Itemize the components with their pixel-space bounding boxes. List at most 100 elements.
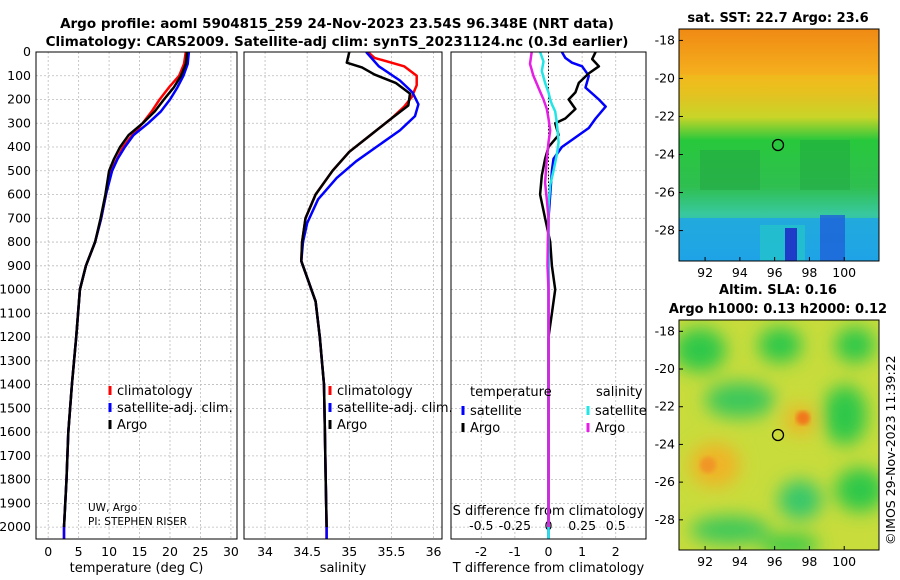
y-tick-label: 500 bbox=[7, 163, 31, 178]
timestamp: ©IMOS 29-Nov-2023 11:39:22 bbox=[883, 355, 898, 545]
map-y-tick-label: -18 bbox=[655, 323, 675, 338]
x-tick-label: 5 bbox=[75, 544, 83, 559]
legend-label: satellite-adj. clim. bbox=[337, 401, 453, 416]
x-tick-label: 36 bbox=[426, 544, 442, 559]
series-line-argo bbox=[62, 52, 189, 528]
x-tick-label: 2 bbox=[612, 544, 620, 559]
panel-frame bbox=[35, 51, 238, 540]
panel-frame bbox=[450, 51, 647, 540]
map-y-tick-label: -22 bbox=[655, 108, 675, 123]
sla-map-title1: Altim. SLA: 0.16 bbox=[719, 283, 837, 298]
y-tick-label: 600 bbox=[7, 187, 31, 202]
y-tick-label: 1000 bbox=[0, 282, 31, 297]
s-tick-label: -0.25 bbox=[499, 518, 531, 533]
series-line-climatology bbox=[300, 52, 418, 539]
y-tick-label: 1600 bbox=[0, 424, 31, 439]
salinity-panel: 34 34.5 35 35.5 36 salinity climatology satelli… bbox=[243, 51, 453, 576]
series-group bbox=[528, 52, 607, 539]
map-y-tick-label: -22 bbox=[655, 399, 675, 414]
map-y-tick-label: -26 bbox=[655, 474, 675, 489]
y-tick-label: 700 bbox=[7, 210, 31, 225]
panel-frame bbox=[243, 51, 443, 540]
x-tick-label: 35.5 bbox=[378, 544, 406, 559]
y-tick-label: 200 bbox=[7, 92, 31, 107]
legend-title-temperature: temperature bbox=[470, 385, 552, 400]
x-tick-label: 20 bbox=[162, 544, 178, 559]
y-tick-label: 1500 bbox=[0, 400, 31, 415]
series-group bbox=[300, 52, 420, 539]
s-tick-label: -0.5 bbox=[469, 518, 493, 533]
y-tick-label: 1100 bbox=[0, 305, 31, 320]
y-tick-label: 0 bbox=[23, 44, 31, 59]
legend-title-salinity: salinity bbox=[596, 385, 643, 400]
legend-label: climatology bbox=[117, 384, 193, 399]
sla-map-title2: Argo h1000: 0.13 h2000: 0.12 bbox=[669, 302, 887, 317]
legend-label: Argo bbox=[595, 421, 625, 436]
x-tick-label: -2 bbox=[475, 544, 487, 559]
map-y-tick-label: -20 bbox=[655, 70, 675, 85]
y-tick-label: 1300 bbox=[0, 353, 31, 368]
map-y-tick-label: -24 bbox=[655, 147, 675, 162]
map-y-tick-label: -28 bbox=[655, 223, 675, 238]
legend-label: Argo bbox=[470, 421, 500, 436]
legend-label: satellite-adj. clim. bbox=[117, 401, 233, 416]
map-x-tick-label: 100 bbox=[832, 265, 856, 280]
series-line-salinity-satellite bbox=[538, 52, 560, 539]
y-tick-label: 300 bbox=[7, 115, 31, 130]
x-tick-label: 15 bbox=[132, 544, 148, 559]
x-axis-label: salinity bbox=[320, 561, 367, 576]
y-tick-label: 2000 bbox=[0, 519, 31, 534]
map-x-tick-label: 98 bbox=[801, 265, 817, 280]
sst-map-title: sat. SST: 22.7 Argo: 23.6 bbox=[687, 11, 868, 26]
legend-label: satellite bbox=[595, 404, 647, 419]
x-tick-label: 35 bbox=[341, 544, 357, 559]
map-y-tick-label: -20 bbox=[655, 361, 675, 376]
map-x-tick-label: 98 bbox=[801, 554, 817, 569]
y-tick-label: 1200 bbox=[0, 329, 31, 344]
temperature-panel: 0 5 10 15 20 25 300100200300400500600700800900… bbox=[0, 44, 239, 576]
map-x-tick-label: 94 bbox=[732, 554, 748, 569]
y-tick-label: 1800 bbox=[0, 472, 31, 487]
y-tick-label: 400 bbox=[7, 139, 31, 154]
series-line-argo bbox=[300, 52, 412, 528]
map-x-tick-label: 92 bbox=[697, 265, 713, 280]
x-tick-label: 1 bbox=[578, 544, 586, 559]
x-axis-label: T difference from climatology bbox=[452, 561, 645, 576]
y-tick-label: 800 bbox=[7, 234, 31, 249]
difference-panel: -2 -1 0 1 2-0.5 -0.25 0 0.25 0.5S difference fro… bbox=[450, 51, 647, 576]
y-tick-label: 900 bbox=[7, 258, 31, 273]
x-tick-label: 10 bbox=[101, 544, 117, 559]
s-tick-label: 0.5 bbox=[606, 518, 626, 533]
legend-label: climatology bbox=[337, 384, 413, 399]
y-tick-label: 1900 bbox=[0, 495, 31, 510]
map-x-tick-label: 94 bbox=[732, 265, 748, 280]
map-x-tick-label: 92 bbox=[697, 554, 713, 569]
map-x-tick-label: 96 bbox=[767, 554, 783, 569]
title-line1: Argo profile: aoml 5904815_259 24-Nov-20… bbox=[60, 16, 614, 32]
x-tick-label: 30 bbox=[223, 544, 239, 559]
x-tick-label: 0 bbox=[44, 544, 52, 559]
sla-map: Altim. SLA: 0.16 Argo h1000: 0.13 h2000:… bbox=[655, 283, 888, 569]
map-x-tick-label: 100 bbox=[832, 554, 856, 569]
s-tick-label: 0.25 bbox=[568, 518, 596, 533]
legend-label: satellite bbox=[470, 404, 522, 419]
x-tick-label: 25 bbox=[193, 544, 209, 559]
sst-map-axes: 92 94 96 98 100 -18 -20 -22 -24 -26 -28 bbox=[655, 32, 857, 280]
y-tick-label: 100 bbox=[7, 68, 31, 83]
legend-label: Argo bbox=[337, 418, 367, 433]
series-line-satellite-adj-clim- bbox=[300, 52, 420, 539]
title-line2: Climatology: CARS2009. Satellite-adj cli… bbox=[46, 34, 629, 50]
series-group bbox=[62, 52, 191, 539]
x-tick-label: -1 bbox=[509, 544, 521, 559]
map-y-tick-label: -28 bbox=[655, 512, 675, 527]
x-axis-label: temperature (deg C) bbox=[70, 561, 204, 576]
sst-map: sat. SST: 22.7 Argo: 23.6 92 94 96 98 100 -18… bbox=[655, 11, 880, 280]
map-y-tick-label: -18 bbox=[655, 32, 675, 47]
annotation-line1: UW, Argo bbox=[88, 502, 137, 514]
annotation-line2: PI: STEPHEN RISER bbox=[88, 516, 187, 528]
map-y-tick-label: -26 bbox=[655, 185, 675, 200]
sla-map-axes: 92 94 96 98 100 -18 -20 -22 -24 -26 -28 bbox=[655, 323, 857, 569]
map-y-tick-label: -24 bbox=[655, 436, 675, 451]
series-line-salinity-argo bbox=[528, 52, 552, 528]
